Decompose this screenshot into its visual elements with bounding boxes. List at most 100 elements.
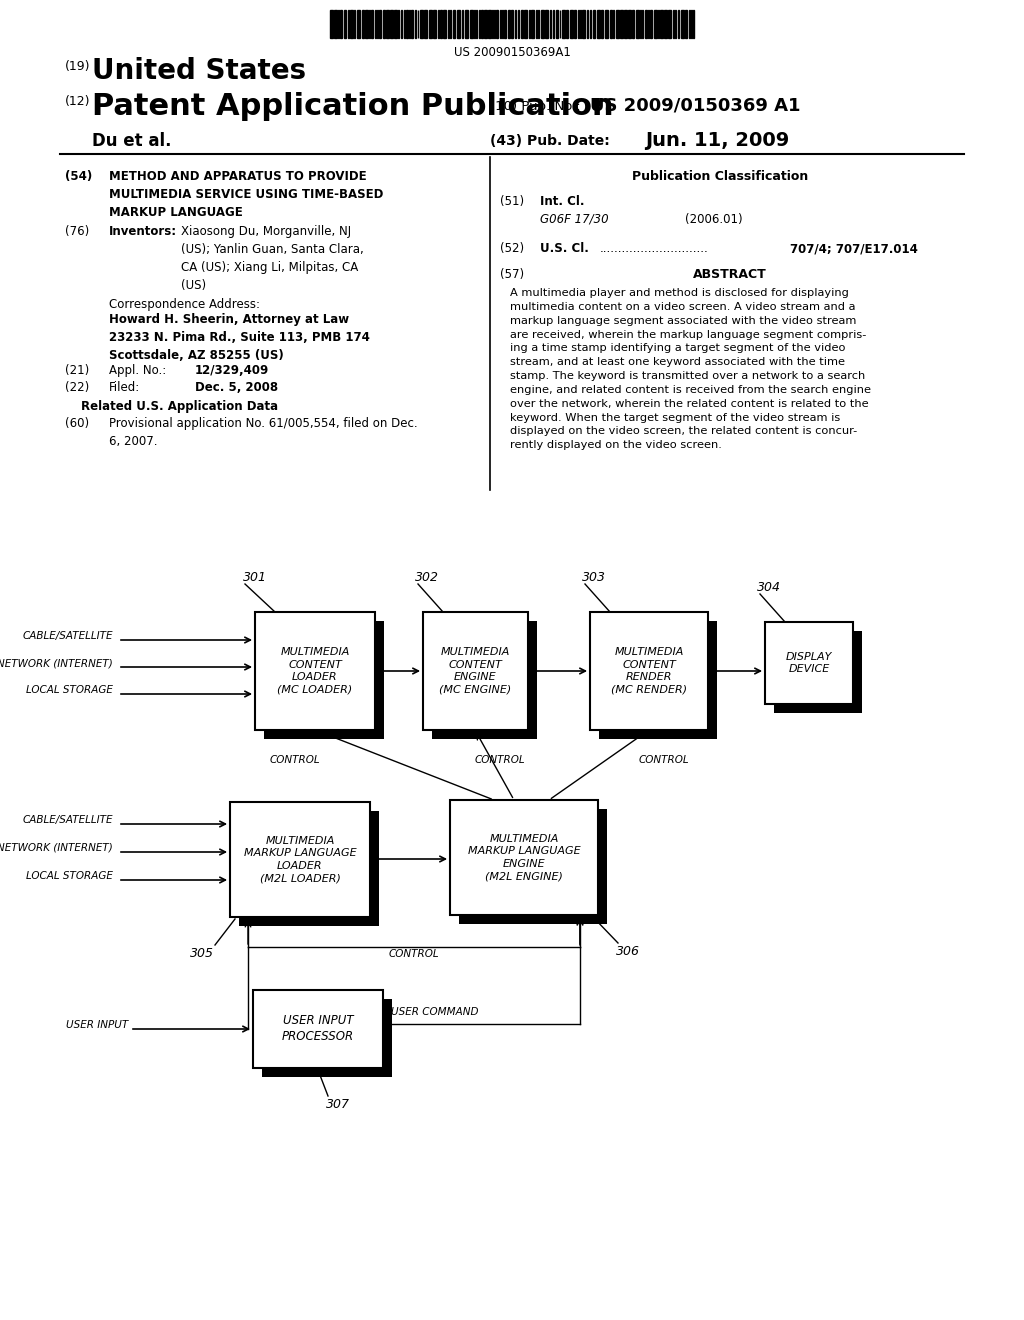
- Bar: [531, 11, 535, 38]
- Text: 307: 307: [326, 1098, 350, 1111]
- Text: (12): (12): [65, 95, 90, 108]
- Text: Appl. No.:: Appl. No.:: [109, 364, 166, 378]
- Bar: [624, 11, 627, 38]
- Bar: [393, 11, 396, 38]
- Bar: [500, 11, 501, 38]
- Bar: [774, 631, 862, 713]
- Bar: [423, 612, 528, 730]
- Bar: [673, 11, 674, 38]
- Bar: [406, 11, 408, 38]
- Text: US 2009/0150369 A1: US 2009/0150369 A1: [590, 96, 801, 115]
- Bar: [640, 11, 641, 38]
- Bar: [529, 11, 530, 38]
- Text: 306: 306: [616, 945, 640, 958]
- Text: (52): (52): [500, 242, 524, 255]
- Bar: [409, 11, 410, 38]
- Text: (43) Pub. Date:: (43) Pub. Date:: [490, 135, 609, 148]
- Text: MULTIMEDIA
CONTENT
LOADER
(MC LOADER): MULTIMEDIA CONTENT LOADER (MC LOADER): [278, 647, 352, 694]
- Text: DISPLAY
DEVICE: DISPLAY DEVICE: [785, 652, 833, 675]
- Bar: [340, 11, 342, 38]
- Bar: [487, 11, 490, 38]
- Bar: [371, 11, 373, 38]
- Bar: [685, 11, 687, 38]
- Bar: [629, 11, 631, 38]
- Text: 301: 301: [243, 572, 267, 583]
- Bar: [601, 11, 603, 38]
- Bar: [255, 612, 375, 730]
- Bar: [579, 11, 580, 38]
- Bar: [569, 11, 572, 38]
- Bar: [447, 11, 450, 38]
- Text: (10) Pub. No.:: (10) Pub. No.:: [490, 100, 581, 114]
- Bar: [613, 11, 614, 38]
- Text: (19): (19): [65, 59, 90, 73]
- Text: Inventors:: Inventors:: [109, 224, 177, 238]
- Text: Xiaosong Du, Morganville, NJ
(US); Yanlin Guan, Santa Clara,
CA (US); Xiang Li, : Xiaosong Du, Morganville, NJ (US); Yanli…: [181, 224, 364, 292]
- Bar: [442, 11, 445, 38]
- Bar: [645, 11, 646, 38]
- Text: (57): (57): [500, 268, 524, 281]
- Text: CONTROL: CONTROL: [639, 755, 689, 766]
- Bar: [365, 11, 368, 38]
- Bar: [632, 11, 634, 38]
- Text: LOCAL STORAGE: LOCAL STORAGE: [27, 871, 113, 880]
- Bar: [642, 11, 643, 38]
- Bar: [361, 11, 364, 38]
- Text: Dec. 5, 2008: Dec. 5, 2008: [195, 381, 279, 393]
- Bar: [450, 800, 598, 915]
- Bar: [480, 11, 482, 38]
- Bar: [459, 809, 607, 924]
- Bar: [397, 11, 399, 38]
- Bar: [497, 11, 498, 38]
- Text: 305: 305: [190, 946, 214, 960]
- Bar: [390, 11, 392, 38]
- Bar: [334, 11, 337, 38]
- Text: Publication Classification: Publication Classification: [632, 170, 808, 183]
- Bar: [424, 11, 427, 38]
- Text: (22): (22): [65, 381, 89, 393]
- Bar: [556, 11, 558, 38]
- Text: US 20090150369A1: US 20090150369A1: [454, 45, 570, 58]
- Text: 304: 304: [757, 581, 781, 594]
- Text: U.S. Cl.: U.S. Cl.: [540, 242, 589, 255]
- Bar: [590, 612, 708, 730]
- Bar: [597, 11, 600, 38]
- Text: METHOD AND APPARATUS TO PROVIDE
MULTIMEDIA SERVICE USING TIME-BASED
MARKUP LANGU: METHOD AND APPARATUS TO PROVIDE MULTIMED…: [109, 170, 383, 219]
- Bar: [483, 11, 486, 38]
- Bar: [420, 11, 423, 38]
- Text: .............................: .............................: [600, 242, 709, 255]
- Text: MULTIMEDIA
MARKUP LANGUAGE
ENGINE
(M2L ENGINE): MULTIMEDIA MARKUP LANGUAGE ENGINE (M2L E…: [468, 834, 581, 882]
- Bar: [593, 11, 595, 38]
- Bar: [230, 803, 370, 917]
- Bar: [432, 620, 537, 739]
- Bar: [566, 11, 567, 38]
- Bar: [681, 11, 684, 38]
- Bar: [465, 11, 468, 38]
- Bar: [693, 11, 694, 38]
- Text: (2006.01): (2006.01): [685, 213, 742, 226]
- Text: NETWORK (INTERNET): NETWORK (INTERNET): [0, 657, 113, 668]
- Text: ABSTRACT: ABSTRACT: [693, 268, 767, 281]
- Bar: [379, 11, 381, 38]
- Text: Du et al.: Du et al.: [92, 132, 171, 150]
- Text: Int. Cl.: Int. Cl.: [540, 195, 585, 209]
- Bar: [583, 11, 586, 38]
- Text: (60): (60): [65, 417, 89, 430]
- Text: Filed:: Filed:: [109, 381, 140, 393]
- Bar: [678, 11, 679, 38]
- Bar: [509, 11, 510, 38]
- Bar: [654, 11, 656, 38]
- Bar: [330, 11, 333, 38]
- Bar: [457, 11, 460, 38]
- Text: CONTROL: CONTROL: [475, 755, 525, 766]
- Bar: [437, 11, 439, 38]
- Bar: [636, 11, 639, 38]
- Text: CABLE/SATELLITE: CABLE/SATELLITE: [23, 631, 113, 642]
- Text: Provisional application No. 61/005,554, filed on Dec.
6, 2007.: Provisional application No. 61/005,554, …: [109, 417, 418, 447]
- Text: Patent Application Publication: Patent Application Publication: [92, 92, 613, 121]
- Bar: [411, 11, 413, 38]
- Bar: [550, 11, 551, 38]
- Bar: [669, 11, 671, 38]
- Bar: [386, 11, 389, 38]
- Text: (54): (54): [65, 170, 92, 183]
